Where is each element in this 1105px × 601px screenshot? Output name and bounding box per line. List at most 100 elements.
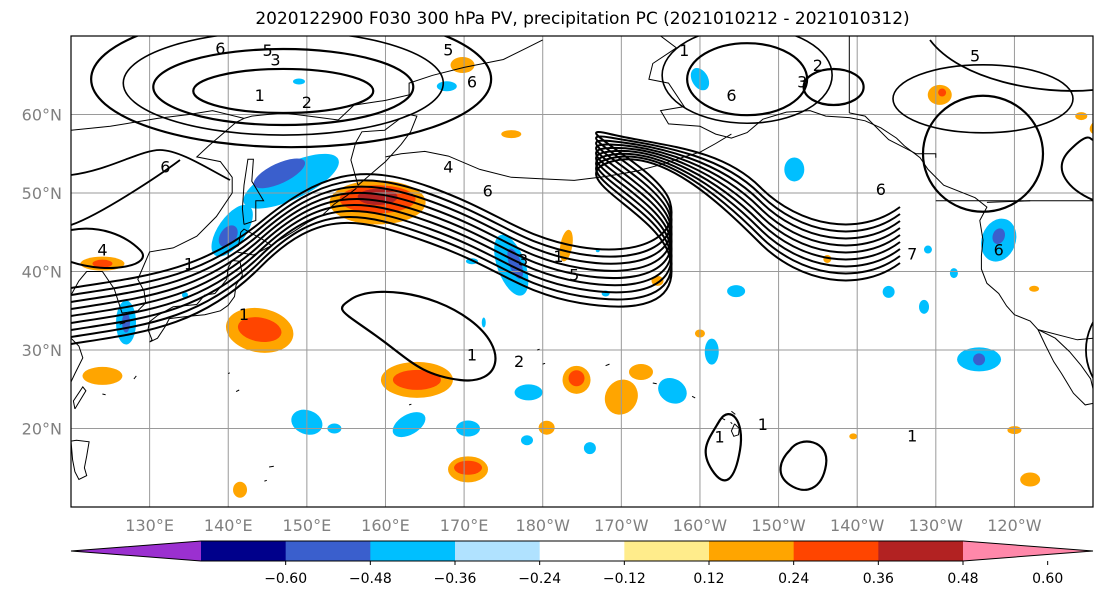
lon-label: 130°E (125, 516, 174, 535)
pv-contour (122, 36, 445, 136)
coastline (269, 465, 274, 468)
colorbar-tick-label: 0.60 (1032, 571, 1063, 587)
precip-pc-area (392, 369, 441, 390)
precip-pc-area (538, 420, 555, 435)
colorbar-segment (878, 541, 964, 561)
coastline (605, 363, 610, 367)
lon-label: 150°E (283, 516, 332, 535)
pv-contour-label: 1 (715, 427, 725, 446)
lon-label: 180°W (516, 516, 571, 535)
colorbar-tick-label: 0.12 (693, 571, 724, 587)
lon-label: 140°W (830, 516, 885, 535)
pv-contour (71, 135, 901, 296)
coastline (264, 479, 267, 482)
pv-contour-label: 1 (907, 427, 917, 446)
precip-pc-area (882, 285, 895, 298)
coastline (652, 382, 657, 385)
lat-label: 60°N (22, 106, 62, 125)
pv-contour-label: 3 (518, 251, 528, 270)
pv-contour (340, 290, 497, 382)
precip-pc-area (1020, 472, 1041, 487)
precip-pc-area (181, 292, 188, 299)
precip-pc-area (450, 57, 475, 74)
precip-pc-area (628, 363, 653, 380)
lat-label: 50°N (22, 184, 62, 203)
lon-label: 160°W (673, 516, 728, 535)
precip-pc-area (784, 157, 805, 182)
precip-pc-area (923, 245, 932, 254)
precip-pc-area (92, 259, 113, 268)
pv-contours: 6531256464161623521665371112111726 (71, 36, 1093, 491)
pv-contour (152, 47, 415, 127)
pv-contour (71, 146, 901, 317)
lon-label: 170°E (440, 516, 489, 535)
coastline (72, 386, 87, 410)
lat-label: 40°N (22, 263, 62, 282)
colorbar-tick-label: −0.48 (349, 571, 392, 587)
pv-contour (1060, 136, 1093, 201)
precip-pc-area (481, 317, 486, 328)
latitude-labels: 60°N 50°N 40°N 30°N 20°N (22, 106, 62, 439)
pv-contour-label: 4 (443, 157, 453, 176)
precip-pc-area (392, 412, 426, 438)
coastline (986, 200, 1031, 203)
colorbar-extend-max (963, 541, 1093, 561)
pv-contour (71, 152, 901, 331)
colorbar-tick-label: −0.24 (518, 571, 561, 587)
colorbar-outline (70, 540, 1094, 562)
precip-pc-area (233, 481, 248, 498)
pv-contour (661, 36, 833, 125)
colorbar-tick-label: −0.60 (264, 571, 307, 587)
lat-label: 20°N (22, 420, 62, 439)
pv-contour (1085, 320, 1093, 380)
coastline (648, 36, 1093, 390)
colorbar-tick-label: −0.36 (434, 571, 477, 587)
precip-pc-area (583, 442, 596, 455)
colorbar-tick-label: 0.48 (947, 571, 978, 587)
colorbar-extend-min (71, 541, 201, 561)
colorbar-segment (709, 541, 795, 561)
coastline (730, 421, 733, 425)
coastline (241, 158, 265, 225)
pv-contour (71, 149, 901, 324)
pv-contour-label: 1 (679, 41, 689, 60)
lon-label: 130°W (909, 516, 964, 535)
pv-contour-label: 1 (255, 86, 265, 105)
precip-pc-area (292, 78, 305, 85)
colorbar-segment (201, 541, 287, 561)
coastline (1037, 329, 1093, 406)
precip-pc-area (514, 384, 543, 401)
coastline (227, 372, 231, 375)
pv-contour-label: 2 (514, 352, 524, 371)
lon-label: 150°W (751, 516, 806, 535)
pv-contour-label: 3 (270, 51, 280, 70)
pv-contour (71, 155, 901, 338)
pv-contour-label: 6 (726, 86, 736, 105)
pv-contour-label: 6 (994, 241, 1004, 260)
pv-contour (71, 139, 901, 303)
precip-pc-area (454, 460, 483, 475)
precip-pc-area (919, 299, 930, 314)
precip-pc-area (727, 285, 746, 298)
lon-label: 120°W (987, 516, 1042, 535)
pv-contour-label: 2 (302, 93, 312, 112)
precip-pc-area (436, 81, 457, 92)
precip-pc-area (243, 153, 339, 209)
map-title: 2020122900 F030 300 hPa PV, precipitatio… (255, 9, 910, 29)
precip-pc-area (1097, 236, 1105, 256)
pv-contour (71, 227, 144, 269)
precip-pc-area (949, 268, 958, 279)
pv-contour (71, 143, 901, 310)
colorbar-segment (539, 541, 625, 561)
precip-pc-area (237, 317, 282, 343)
precip-pc-area (1029, 285, 1040, 292)
colorbar-tick-label: −0.12 (603, 571, 646, 587)
colorbar-segment (285, 541, 371, 561)
pv-contour (71, 158, 901, 345)
precip-pc-area (704, 338, 719, 365)
coastline (71, 439, 90, 481)
lon-label: 170°W (594, 516, 649, 535)
colorbar-tick-label: 0.36 (863, 571, 894, 587)
coastline (691, 395, 696, 399)
